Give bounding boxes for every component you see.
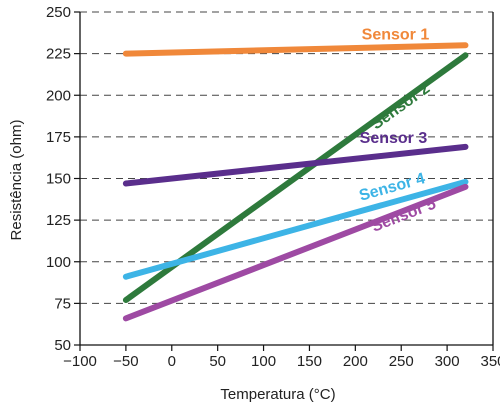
y-tick-label: 50	[54, 337, 71, 354]
x-tick-label: 200	[343, 353, 368, 370]
y-tick-label: 250	[46, 4, 71, 21]
y-tick-label: 100	[46, 254, 71, 271]
x-tick-label: 350	[480, 353, 500, 370]
y-tick-label: 225	[46, 46, 71, 63]
x-tick-label: 50	[209, 353, 226, 370]
y-tick-label: 200	[46, 87, 71, 104]
series-label-sensor-1: Sensor 1	[362, 26, 430, 43]
series-label-sensor-2: Sensor 2	[368, 80, 433, 133]
series-line-sensor-1	[122, 42, 469, 57]
y-tick-label: 150	[46, 171, 71, 188]
series-layer	[122, 42, 469, 322]
x-tick-label: 100	[251, 353, 276, 370]
ticks-layer: 50 75 100 125 150 175 200 225 250 −100 −50 0 50 100 15…	[46, 4, 500, 370]
series-label-sensor-3: Sensor 3	[360, 130, 428, 147]
series-line-sensor-5	[122, 183, 469, 322]
x-tick-label: −100	[63, 353, 97, 370]
x-tick-label: 250	[389, 353, 414, 370]
series-line-sensor-4	[122, 178, 469, 280]
series-line-sensor-3	[122, 143, 469, 187]
y-tick-label: 175	[46, 129, 71, 146]
x-axis-label: Temperatura (°C)	[220, 386, 335, 403]
y-tick-label: 75	[54, 295, 71, 312]
x-tick-label: −50	[113, 353, 138, 370]
y-tick-label: 125	[46, 212, 71, 229]
x-tick-label: 150	[297, 353, 322, 370]
grid-layer	[80, 11, 493, 304]
x-tick-label: 0	[168, 353, 176, 370]
y-axis-label: Resistência (ohm)	[8, 120, 25, 241]
x-tick-label: 300	[435, 353, 460, 370]
